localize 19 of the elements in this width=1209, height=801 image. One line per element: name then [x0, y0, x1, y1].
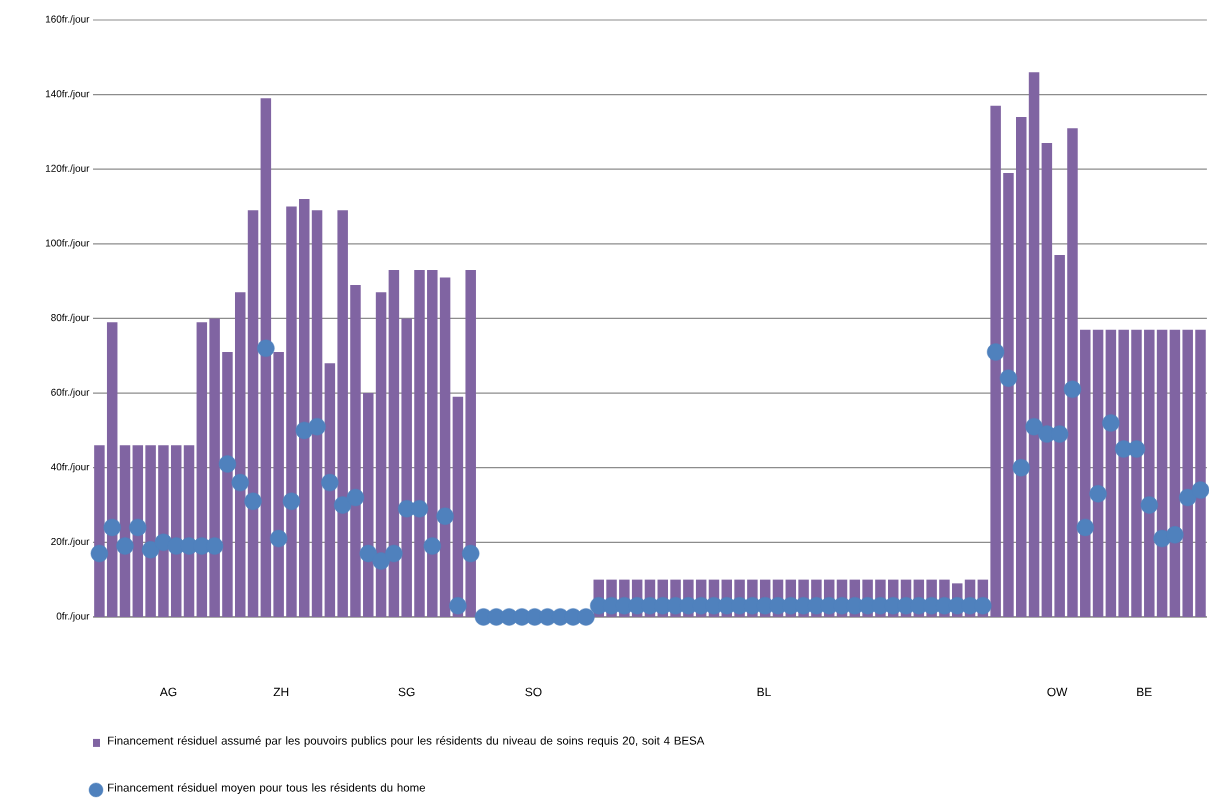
text: SG	[398, 687, 415, 697]
y-tick-label: 120fr./jour	[45, 164, 90, 174]
text: SO	[525, 687, 542, 697]
y-tick-label: 40fr./jour	[50, 463, 90, 473]
text: ZH	[273, 687, 289, 697]
text: BL	[757, 687, 771, 697]
y-tick-label: 20fr./jour	[51, 537, 90, 547]
legend-label: Financement résiduel assumé par les pouvoirs publics pour les résidents du niveau de soins requis 20, soit 4 BESA	[108, 736, 705, 747]
legend-label: Financement résiduel moyen pour tous les résidents du home	[108, 783, 426, 794]
text: AG	[159, 687, 177, 697]
text: BE	[1137, 687, 1152, 697]
bar	[196, 322, 208, 617]
y-tick-label: 160fr./jour	[45, 15, 90, 25]
y-tick-label: 80fr./jour	[51, 313, 90, 324]
y-tick-label: 140fr./jour	[45, 89, 90, 100]
y-tick-label: 100fr./jour	[45, 239, 90, 249]
y-tick-label: 0fr./jour	[56, 612, 90, 622]
y-tick-label: 60fr./jour	[51, 388, 90, 398]
text: OW	[1047, 687, 1068, 697]
